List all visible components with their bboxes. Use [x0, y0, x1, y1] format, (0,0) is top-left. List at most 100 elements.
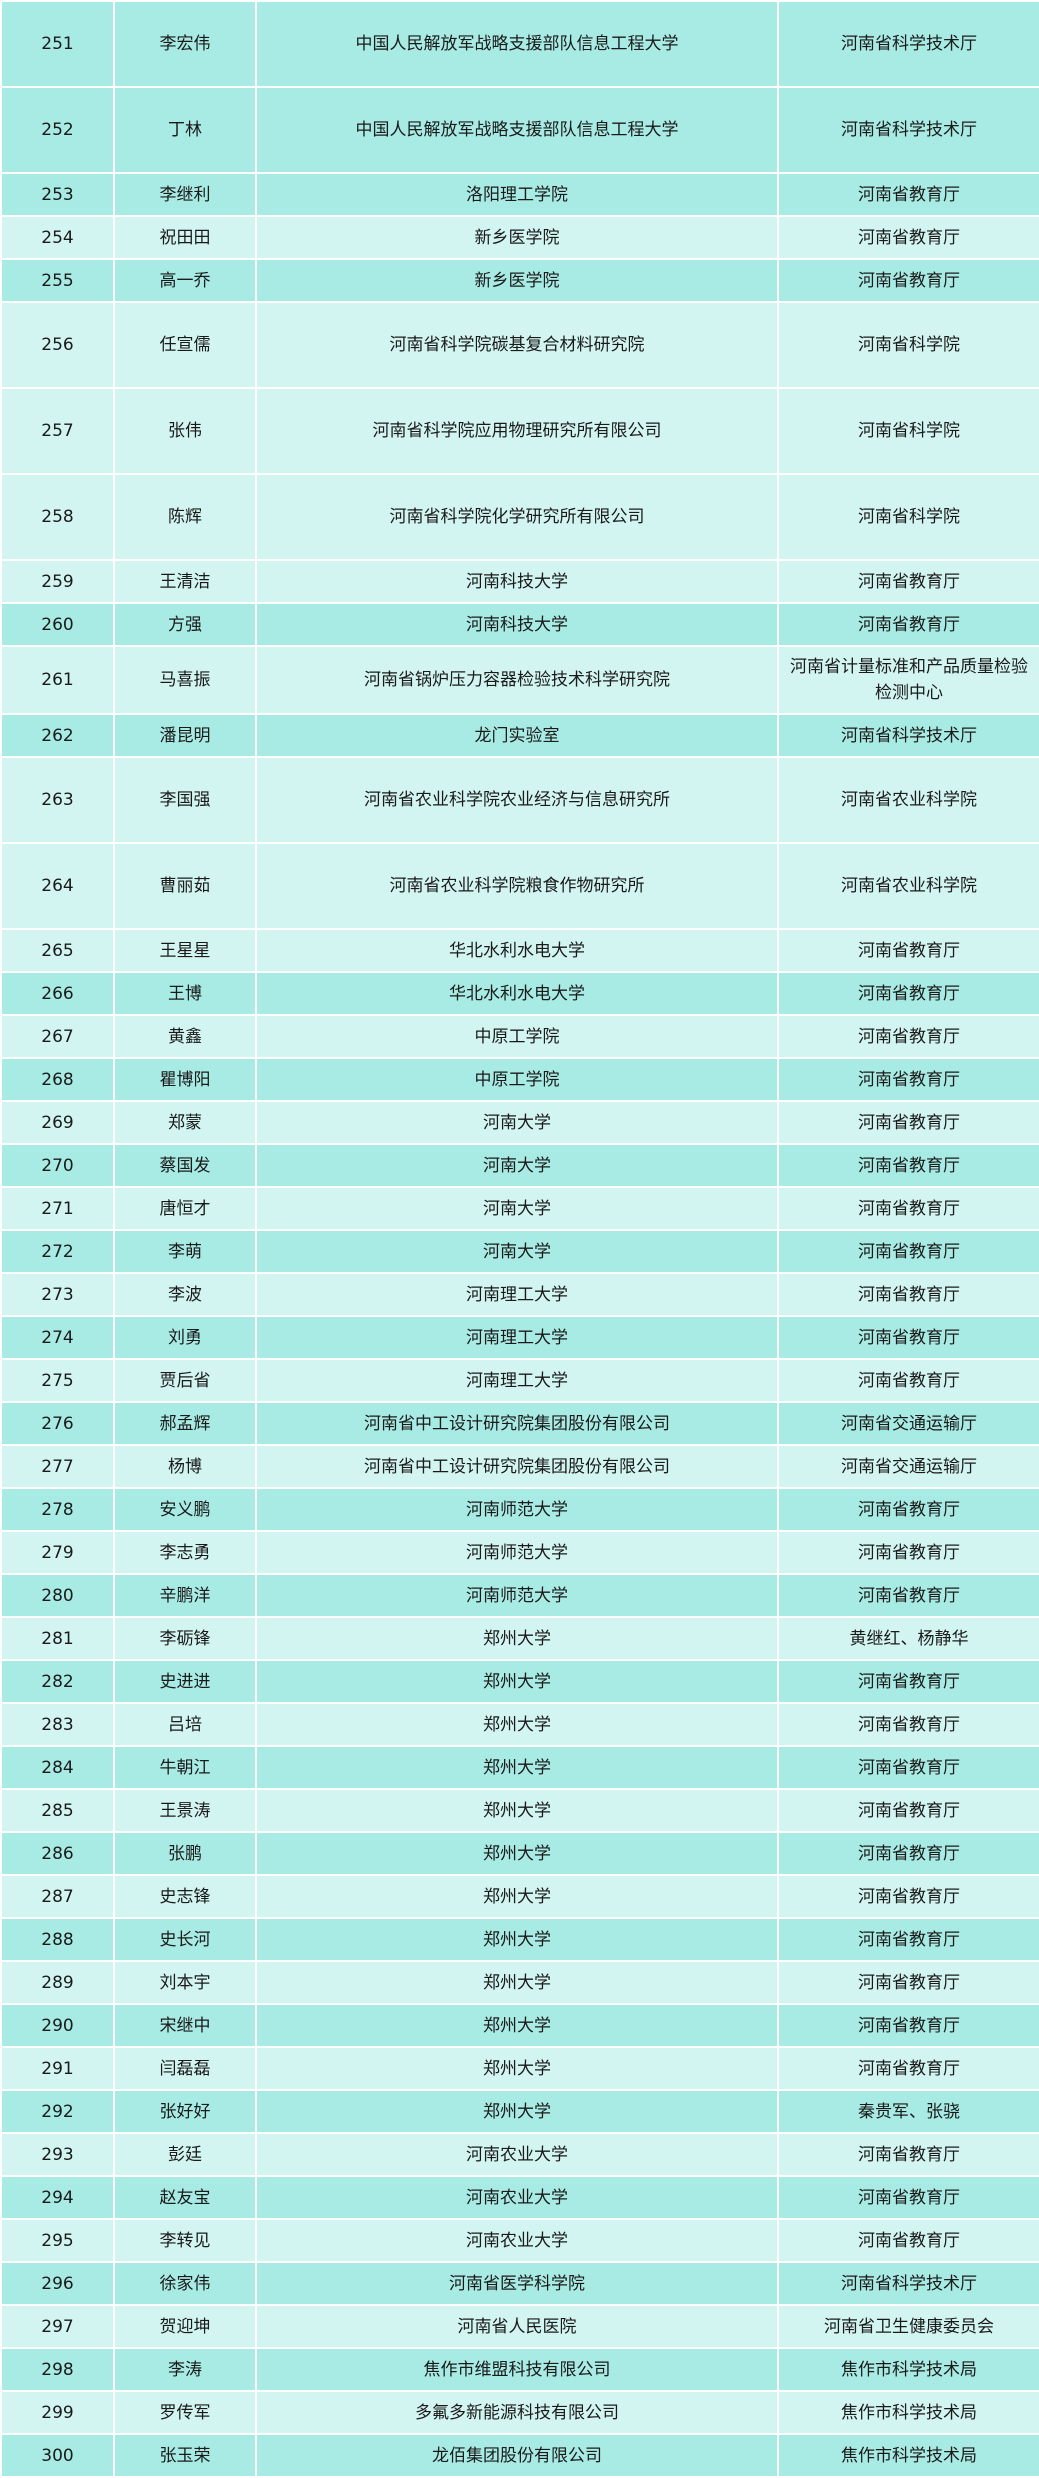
- cell-organization: 郑州大学: [255, 2089, 779, 2134]
- cell-name: 王景涛: [113, 1788, 257, 1833]
- cell-number: 283: [0, 1702, 115, 1747]
- table-row: 279 李志勇 河南师范大学 河南省教育厅: [0, 1530, 1039, 1575]
- cell-organization: 河南大学: [255, 1229, 779, 1274]
- cell-number: 252: [0, 86, 115, 174]
- cell-number: 272: [0, 1229, 115, 1274]
- cell-number: 290: [0, 2003, 115, 2048]
- table-row: 267 黄鑫 中原工学院 河南省教育厅: [0, 1014, 1039, 1059]
- cell-recommender: 河南省教育厅: [777, 928, 1039, 973]
- cell-name: 史志锋: [113, 1874, 257, 1919]
- table-row: 296 徐家伟 河南省医学科学院 河南省科学技术厅: [0, 2261, 1039, 2306]
- cell-organization: 中国人民解放军战略支援部队信息工程大学: [255, 0, 779, 88]
- table-row: 255 高一乔 新乡医学院 河南省教育厅: [0, 258, 1039, 303]
- cell-organization: 河南师范大学: [255, 1573, 779, 1618]
- cell-recommender: 焦作市科学技术局: [777, 2433, 1039, 2478]
- cell-recommender: 河南省教育厅: [777, 2218, 1039, 2263]
- cell-number: 266: [0, 971, 115, 1016]
- cell-name: 郑蒙: [113, 1100, 257, 1145]
- cell-recommender: 河南省科学院: [777, 473, 1039, 561]
- table-row: 264 曹丽茹 河南省农业科学院粮食作物研究所 河南省农业科学院: [0, 842, 1039, 930]
- cell-number: 291: [0, 2046, 115, 2091]
- cell-organization: 河南省农业科学院粮食作物研究所: [255, 842, 779, 930]
- cell-organization: 龙佰集团股份有限公司: [255, 2433, 779, 2478]
- cell-name: 张玉荣: [113, 2433, 257, 2478]
- table-row: 281 李砺锋 郑州大学 黄继红、杨静华: [0, 1616, 1039, 1661]
- cell-organization: 河南师范大学: [255, 1530, 779, 1575]
- table-row: 272 李萌 河南大学 河南省教育厅: [0, 1229, 1039, 1274]
- table-row: 278 安义鹏 河南师范大学 河南省教育厅: [0, 1487, 1039, 1532]
- cell-recommender: 河南省教育厅: [777, 1573, 1039, 1618]
- cell-name: 王清洁: [113, 559, 257, 604]
- cell-number: 294: [0, 2175, 115, 2220]
- cell-recommender: 河南省教育厅: [777, 2132, 1039, 2177]
- table-row: 256 任宣儒 河南省科学院碳基复合材料研究院 河南省科学院: [0, 301, 1039, 389]
- cell-number: 297: [0, 2304, 115, 2349]
- cell-organization: 河南科技大学: [255, 559, 779, 604]
- cell-name: 牛朝江: [113, 1745, 257, 1790]
- cell-number: 268: [0, 1057, 115, 1102]
- cell-recommender: 河南省农业科学院: [777, 842, 1039, 930]
- table-row: 290 宋继中 郑州大学 河南省教育厅: [0, 2003, 1039, 2048]
- cell-name: 史进进: [113, 1659, 257, 1704]
- cell-number: 274: [0, 1315, 115, 1360]
- cell-number: 259: [0, 559, 115, 604]
- cell-name: 高一乔: [113, 258, 257, 303]
- cell-number: 271: [0, 1186, 115, 1231]
- cell-recommender: 河南省农业科学院: [777, 756, 1039, 844]
- cell-recommender: 河南省教育厅: [777, 1831, 1039, 1876]
- cell-recommender: 河南省教育厅: [777, 258, 1039, 303]
- table-row: 261 马喜振 河南省锅炉压力容器检验技术科学研究院 河南省计量标准和产品质量检验检测…: [0, 645, 1039, 715]
- table-row: 259 王清洁 河南科技大学 河南省教育厅: [0, 559, 1039, 604]
- cell-recommender: 河南省教育厅: [777, 2003, 1039, 2048]
- cell-name: 刘勇: [113, 1315, 257, 1360]
- cell-recommender: 河南省教育厅: [777, 1960, 1039, 2005]
- cell-organization: 河南省医学科学院: [255, 2261, 779, 2306]
- cell-number: 284: [0, 1745, 115, 1790]
- table-row: 260 方强 河南科技大学 河南省教育厅: [0, 602, 1039, 647]
- cell-number: 286: [0, 1831, 115, 1876]
- cell-number: 287: [0, 1874, 115, 1919]
- cell-name: 贺迎坤: [113, 2304, 257, 2349]
- cell-organization: 郑州大学: [255, 1702, 779, 1747]
- table-row: 297 贺迎坤 河南省人民医院 河南省卫生健康委员会: [0, 2304, 1039, 2349]
- table-row: 275 贾后省 河南理工大学 河南省教育厅: [0, 1358, 1039, 1403]
- cell-organization: 河南省锅炉压力容器检验技术科学研究院: [255, 645, 779, 715]
- cell-organization: 郑州大学: [255, 1831, 779, 1876]
- table-row: 298 李涛 焦作市维盟科技有限公司 焦作市科学技术局: [0, 2347, 1039, 2392]
- cell-name: 闫磊磊: [113, 2046, 257, 2091]
- table-row: 257 张伟 河南省科学院应用物理研究所有限公司 河南省科学院: [0, 387, 1039, 475]
- cell-organization: 洛阳理工学院: [255, 172, 779, 217]
- cell-recommender: 河南省交通运输厅: [777, 1401, 1039, 1446]
- cell-recommender: 河南省教育厅: [777, 559, 1039, 604]
- cell-organization: 多氟多新能源科技有限公司: [255, 2390, 779, 2435]
- cell-recommender: 河南省教育厅: [777, 1788, 1039, 1833]
- cell-organization: 河南省中工设计研究院集团股份有限公司: [255, 1444, 779, 1489]
- table-row: 258 陈辉 河南省科学院化学研究所有限公司 河南省科学院: [0, 473, 1039, 561]
- cell-organization: 中原工学院: [255, 1057, 779, 1102]
- cell-organization: 华北水利水电大学: [255, 971, 779, 1016]
- cell-organization: 河南理工大学: [255, 1358, 779, 1403]
- cell-organization: 龙门实验室: [255, 713, 779, 758]
- cell-organization: 河南理工大学: [255, 1315, 779, 1360]
- cell-name: 李砺锋: [113, 1616, 257, 1661]
- cell-organization: 郑州大学: [255, 1917, 779, 1962]
- cell-recommender: 河南省教育厅: [777, 1874, 1039, 1919]
- table-row: 253 李继利 洛阳理工学院 河南省教育厅: [0, 172, 1039, 217]
- table-row: 251 李宏伟 中国人民解放军战略支援部队信息工程大学 河南省科学技术厅: [0, 0, 1039, 88]
- cell-organization: 郑州大学: [255, 1960, 779, 2005]
- cell-number: 275: [0, 1358, 115, 1403]
- table-row: 291 闫磊磊 郑州大学 河南省教育厅: [0, 2046, 1039, 2091]
- cell-name: 李宏伟: [113, 0, 257, 88]
- cell-number: 251: [0, 0, 115, 88]
- cell-name: 李波: [113, 1272, 257, 1317]
- table-row: 287 史志锋 郑州大学 河南省教育厅: [0, 1874, 1039, 1919]
- cell-organization: 郑州大学: [255, 1745, 779, 1790]
- table-row: 283 吕培 郑州大学 河南省教育厅: [0, 1702, 1039, 1747]
- cell-organization: 河南科技大学: [255, 602, 779, 647]
- cell-recommender: 河南省教育厅: [777, 1143, 1039, 1188]
- table-row: 269 郑蒙 河南大学 河南省教育厅: [0, 1100, 1039, 1145]
- cell-organization: 郑州大学: [255, 2046, 779, 2091]
- cell-number: 278: [0, 1487, 115, 1532]
- table-row: 254 祝田田 新乡医学院 河南省教育厅: [0, 215, 1039, 260]
